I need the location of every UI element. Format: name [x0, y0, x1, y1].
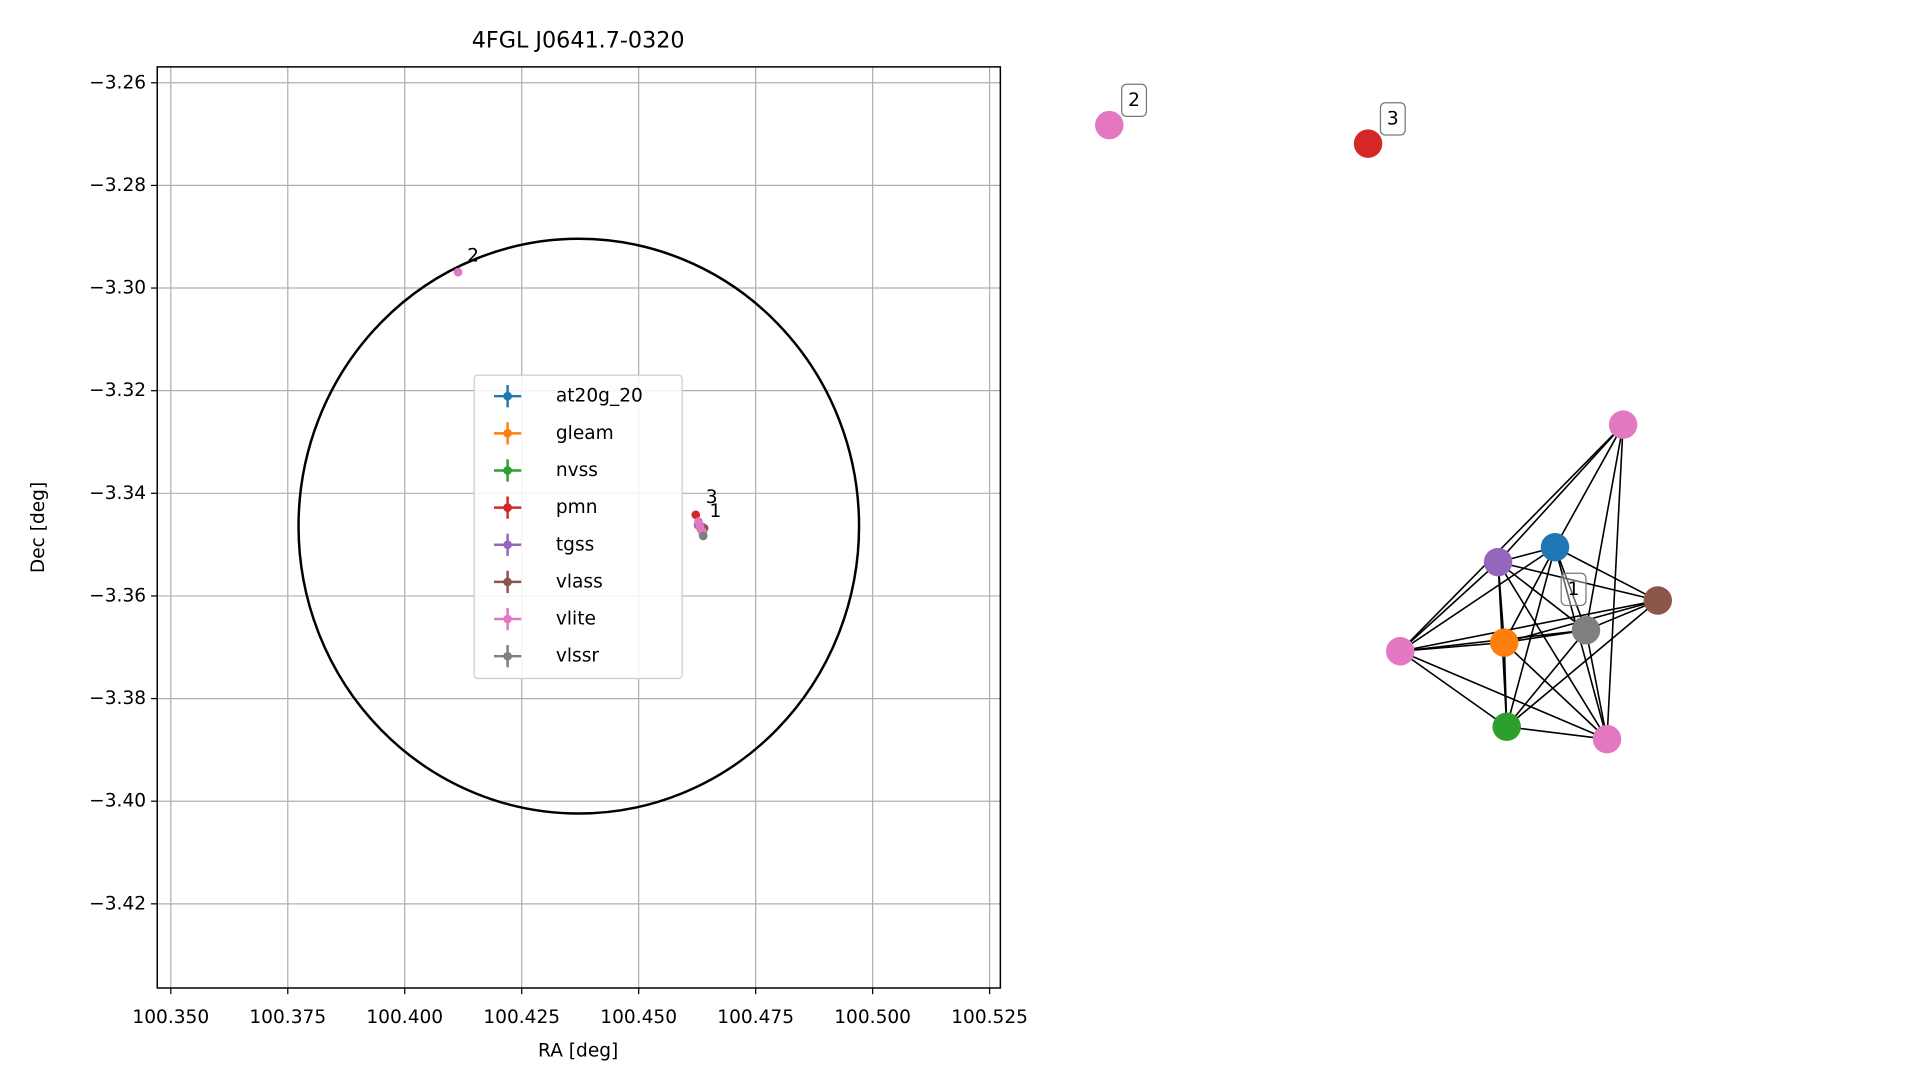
x-axis-label: RA [deg]	[538, 1041, 618, 1062]
graph-edge	[1503, 546, 1556, 643]
legend-marker	[503, 466, 512, 475]
node-label: 1	[1568, 579, 1580, 600]
graph-edge	[1400, 599, 1658, 653]
y-tick-label: −3.32	[89, 380, 146, 401]
graph-node	[1353, 129, 1383, 158]
graph-edge	[1399, 424, 1624, 652]
graph-edge	[1503, 641, 1608, 740]
y-tick-label: −3.36	[89, 585, 146, 606]
graph-edge	[1506, 629, 1587, 728]
graph-edge	[1497, 561, 1608, 740]
graph-edge	[1554, 546, 1659, 602]
graph-edge	[1506, 599, 1659, 728]
legend-marker	[503, 577, 512, 587]
graph-edge	[1497, 561, 1587, 631]
y-tick-label: −3.26	[89, 72, 146, 93]
node-label-box	[1379, 102, 1406, 136]
graph-edge	[1554, 424, 1624, 548]
graph-edge	[1497, 561, 1658, 602]
graph-node	[1540, 533, 1570, 562]
annotation: 3	[706, 487, 718, 508]
legend-label: nvss	[556, 460, 598, 481]
y-tick-label: −3.28	[89, 175, 146, 196]
legend-label: vlssr	[556, 646, 599, 667]
legend-box	[473, 374, 683, 680]
graph-edge	[1399, 650, 1508, 728]
graph-edge	[1585, 630, 1608, 740]
legend-label: tgss	[556, 534, 594, 555]
legend-marker	[503, 540, 512, 550]
chart-title: 4FGL J0641.7-0320	[472, 27, 685, 53]
node-label-box	[1121, 83, 1148, 118]
graph-node	[1483, 547, 1513, 577]
y-tick-label: −3.40	[89, 791, 146, 812]
x-tick-label: 100.425	[483, 1007, 560, 1028]
axes-frame	[156, 66, 1002, 989]
annotation: 2	[467, 246, 479, 267]
legend-marker	[503, 391, 512, 401]
node-label: 2	[1128, 90, 1140, 111]
legend-label: at20g_20	[556, 386, 643, 407]
graph-node	[1386, 637, 1415, 666]
legend-label: gleam	[556, 423, 614, 444]
graph-node	[1492, 712, 1521, 741]
node-label: 3	[1387, 108, 1399, 129]
graph-node	[1608, 410, 1638, 439]
data-point	[691, 510, 701, 520]
graph-edge	[1506, 725, 1608, 740]
data-point	[453, 267, 463, 277]
graph-edge	[1497, 424, 1624, 563]
legend-marker	[503, 503, 512, 512]
y-tick-label: −3.38	[89, 688, 146, 709]
legend-label: pmn	[556, 497, 598, 518]
legend-label: vlite	[556, 609, 596, 630]
legend-marker	[503, 651, 512, 661]
data-point	[698, 531, 708, 541]
node-label-box	[1560, 572, 1587, 607]
graph-node	[1095, 110, 1124, 140]
graph-edge	[1400, 641, 1505, 653]
localization-circle	[297, 237, 861, 815]
x-tick-label: 100.475	[717, 1007, 794, 1028]
graph-edge	[1399, 650, 1608, 740]
legend-label: vlass	[556, 571, 603, 592]
graph-node	[1490, 628, 1519, 657]
annotation: 1	[710, 501, 722, 522]
graph-node	[1643, 586, 1673, 615]
x-tick-label: 100.375	[249, 1007, 326, 1028]
y-axis-label: Dec [deg]	[28, 482, 49, 573]
x-tick-label: 100.500	[834, 1007, 911, 1028]
x-tick-label: 100.350	[132, 1007, 209, 1028]
y-tick-label: −3.42	[89, 893, 146, 914]
graph-edge	[1399, 546, 1556, 652]
graph-edge	[1585, 424, 1624, 631]
x-tick-label: 100.400	[366, 1007, 443, 1028]
y-tick-label: −3.30	[89, 278, 146, 299]
graph-node	[1571, 615, 1601, 645]
graph-node	[1592, 724, 1622, 754]
graph-edge	[1606, 424, 1624, 740]
x-tick-label: 100.450	[600, 1007, 677, 1028]
graph-edge	[1399, 561, 1499, 652]
legend-marker	[503, 429, 512, 438]
y-tick-label: −3.34	[89, 483, 146, 504]
x-tick-label: 100.525	[951, 1007, 1028, 1028]
legend-marker	[503, 614, 512, 624]
